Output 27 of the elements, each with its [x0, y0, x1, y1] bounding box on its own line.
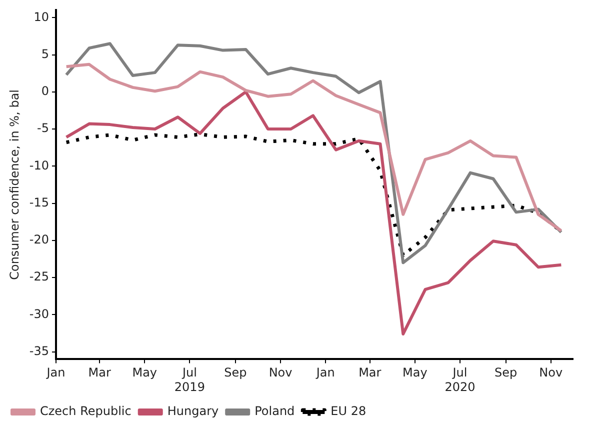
x-tick-label: Jan	[46, 366, 66, 380]
legend-label: Poland	[254, 404, 295, 418]
x-tick-label: Sep	[224, 366, 247, 380]
y-tick-label: 0	[41, 84, 49, 98]
y-tick-label: 10	[34, 10, 49, 24]
y-tick-label: -20	[29, 232, 49, 247]
x-tick-label: Sep	[494, 366, 518, 380]
legend-label: EU 28	[330, 404, 366, 418]
y-tick-label: -30	[29, 306, 49, 321]
y-tick-label: -25	[29, 270, 49, 284]
y-tick-label: -35	[29, 344, 49, 358]
y-tick-label: -10	[29, 158, 49, 172]
x-tick-label: May	[402, 366, 428, 380]
y-tick-label: -5	[37, 121, 49, 136]
x-tick-label: Jul 2020	[444, 366, 476, 394]
x-tick-label: Nov	[539, 366, 563, 380]
x-tick-label: Mar	[358, 366, 382, 380]
legend-label: Hungary	[167, 404, 219, 418]
y-axis-title: Consumer confidence, in %, bal	[7, 89, 22, 280]
x-tick-label: Jul 2019	[174, 366, 205, 394]
x-tick-label: Jan	[315, 366, 335, 380]
y-tick-label: -15	[29, 195, 49, 210]
legend-label: Czech Republic	[40, 404, 132, 418]
x-tick-label: Nov	[268, 366, 292, 380]
x-tick-label: May	[132, 366, 158, 380]
y-tick-label: 5	[41, 46, 49, 61]
x-tick-label: Mar	[88, 366, 111, 380]
